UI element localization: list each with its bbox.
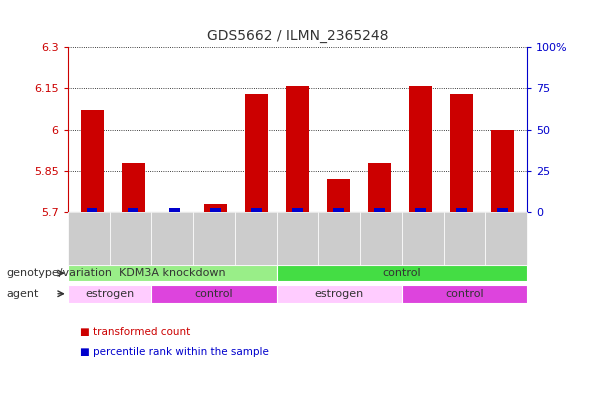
Text: ■ percentile rank within the sample: ■ percentile rank within the sample bbox=[80, 347, 269, 357]
Bar bbox=[87, 208, 97, 212]
Bar bbox=[122, 163, 145, 212]
Text: genotype/variation: genotype/variation bbox=[6, 268, 112, 278]
FancyBboxPatch shape bbox=[151, 285, 277, 303]
Bar bbox=[415, 208, 426, 212]
Bar bbox=[409, 86, 432, 212]
Text: KDM3A knockdown: KDM3A knockdown bbox=[119, 268, 226, 278]
FancyBboxPatch shape bbox=[68, 285, 151, 303]
FancyBboxPatch shape bbox=[277, 285, 402, 303]
FancyBboxPatch shape bbox=[68, 265, 277, 281]
Bar bbox=[450, 94, 473, 212]
FancyBboxPatch shape bbox=[402, 285, 527, 303]
Bar bbox=[286, 86, 309, 212]
Text: estrogen: estrogen bbox=[315, 289, 364, 299]
Bar bbox=[252, 208, 262, 212]
Bar bbox=[456, 208, 466, 212]
Text: estrogen: estrogen bbox=[85, 289, 134, 299]
Bar bbox=[292, 208, 303, 212]
Bar bbox=[498, 208, 508, 212]
Bar bbox=[333, 208, 343, 212]
Bar bbox=[245, 94, 268, 212]
Bar bbox=[204, 204, 227, 212]
Text: agent: agent bbox=[6, 289, 38, 299]
Bar bbox=[491, 130, 514, 212]
Text: ■ transformed count: ■ transformed count bbox=[80, 327, 190, 337]
FancyBboxPatch shape bbox=[277, 265, 527, 281]
Text: control: control bbox=[445, 289, 484, 299]
Bar bbox=[128, 208, 138, 212]
Bar bbox=[81, 110, 104, 212]
Bar bbox=[169, 208, 180, 212]
Text: control: control bbox=[194, 289, 233, 299]
Bar bbox=[368, 163, 391, 212]
Bar bbox=[375, 208, 385, 212]
Text: control: control bbox=[382, 268, 421, 278]
Bar bbox=[327, 179, 350, 212]
Title: GDS5662 / ILMN_2365248: GDS5662 / ILMN_2365248 bbox=[207, 29, 388, 43]
Bar bbox=[210, 208, 220, 212]
